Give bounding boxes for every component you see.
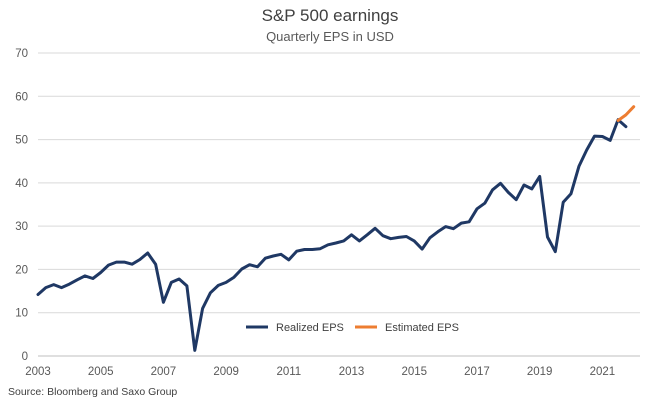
gridlines — [38, 52, 640, 357]
x-tick-label: 2007 — [151, 366, 177, 378]
legend: Realized EPS Estimated EPS — [246, 322, 459, 334]
x-tick-label: 2003 — [25, 366, 51, 378]
y-tick-label: 10 — [15, 308, 28, 320]
source-note: Source: Bloomberg and Saxo Group — [8, 386, 178, 398]
x-tick-label: 2015 — [401, 366, 427, 378]
x-tick-label: 2019 — [527, 366, 553, 378]
legend-estimated-eps-label: Estimated EPS — [385, 322, 459, 334]
y-tick-label: 70 — [15, 48, 28, 60]
chart-title: S&P 500 earnings — [261, 6, 399, 25]
y-tick-label: 50 — [15, 135, 28, 147]
legend-realized-eps-label: Realized EPS — [276, 322, 344, 334]
x-tick-label: 2009 — [213, 366, 239, 378]
series-lines — [36, 105, 636, 352]
x-tick-label: 2021 — [590, 366, 616, 378]
y-tick-label: 60 — [15, 91, 28, 103]
x-axis-ticks: 2003 2005 2007 2009 2011 2013 2015 2017 2019 2021 — [25, 366, 615, 378]
chart-subtitle: Quarterly EPS in USD — [266, 29, 394, 44]
x-tick-label: 2005 — [88, 366, 114, 378]
y-axis-ticks: 0 10 20 30 40 50 60 70 — [15, 48, 28, 363]
x-tick-label: 2013 — [339, 366, 365, 378]
series-line-estimated-eps — [616, 105, 636, 122]
series-line-realized-eps — [36, 118, 628, 352]
y-tick-label: 0 — [22, 351, 28, 363]
y-tick-label: 40 — [15, 178, 28, 190]
y-tick-label: 30 — [15, 221, 28, 233]
x-tick-label: 2017 — [464, 366, 490, 378]
x-tick-label: 2011 — [276, 366, 301, 378]
y-tick-label: 20 — [15, 264, 28, 276]
